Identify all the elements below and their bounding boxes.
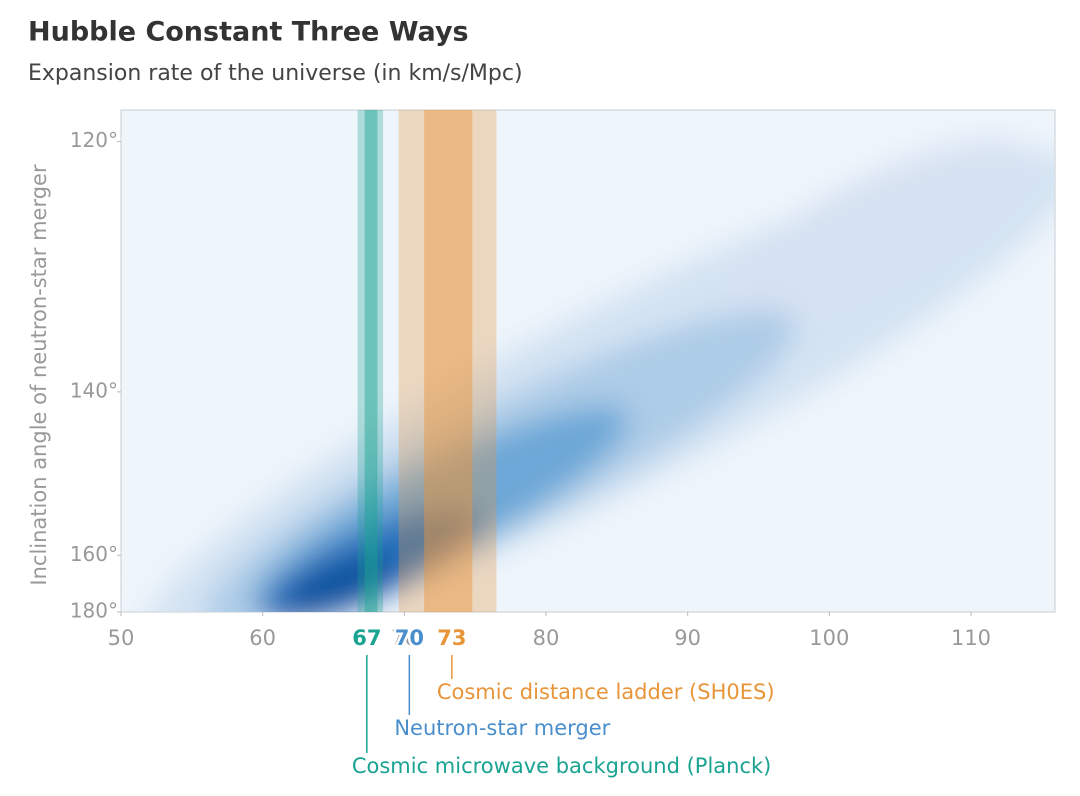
y-tick-label: 160° [70, 542, 118, 566]
band-core [364, 110, 378, 612]
legend-label: Cosmic microwave background (Planck) [352, 754, 772, 778]
legend-label: Neutron-star merger [394, 716, 610, 740]
x-tick-label: 80 [533, 626, 560, 650]
band-outer [357, 110, 384, 612]
x-tick-label: 70 [391, 626, 418, 650]
y-tick-label: 180° [70, 599, 118, 623]
legend-label: Cosmic distance ladder (SH0ES) [437, 680, 775, 704]
density [144, 138, 1055, 612]
chart-title: Hubble Constant Three Ways [28, 17, 469, 48]
x-tick-label: 110 [951, 626, 991, 650]
value-label: 70 [395, 626, 424, 650]
x-tick-label: 90 [674, 626, 701, 650]
x-tick-label: 100 [809, 626, 849, 650]
x-tick-label: 50 [108, 626, 135, 650]
band-outer [398, 110, 497, 612]
y-tick-label: 120° [70, 128, 118, 152]
band-core [424, 110, 473, 612]
y-axis-label: Inclination angle of neutron-star merger [27, 164, 51, 586]
chart-subtitle: Expansion rate of the universe (in km/s/… [28, 61, 523, 86]
y-tick-label: 140° [70, 378, 118, 402]
value-label: 73 [437, 626, 466, 650]
value-label: 67 [352, 626, 381, 650]
x-tick-label: 60 [249, 626, 276, 650]
